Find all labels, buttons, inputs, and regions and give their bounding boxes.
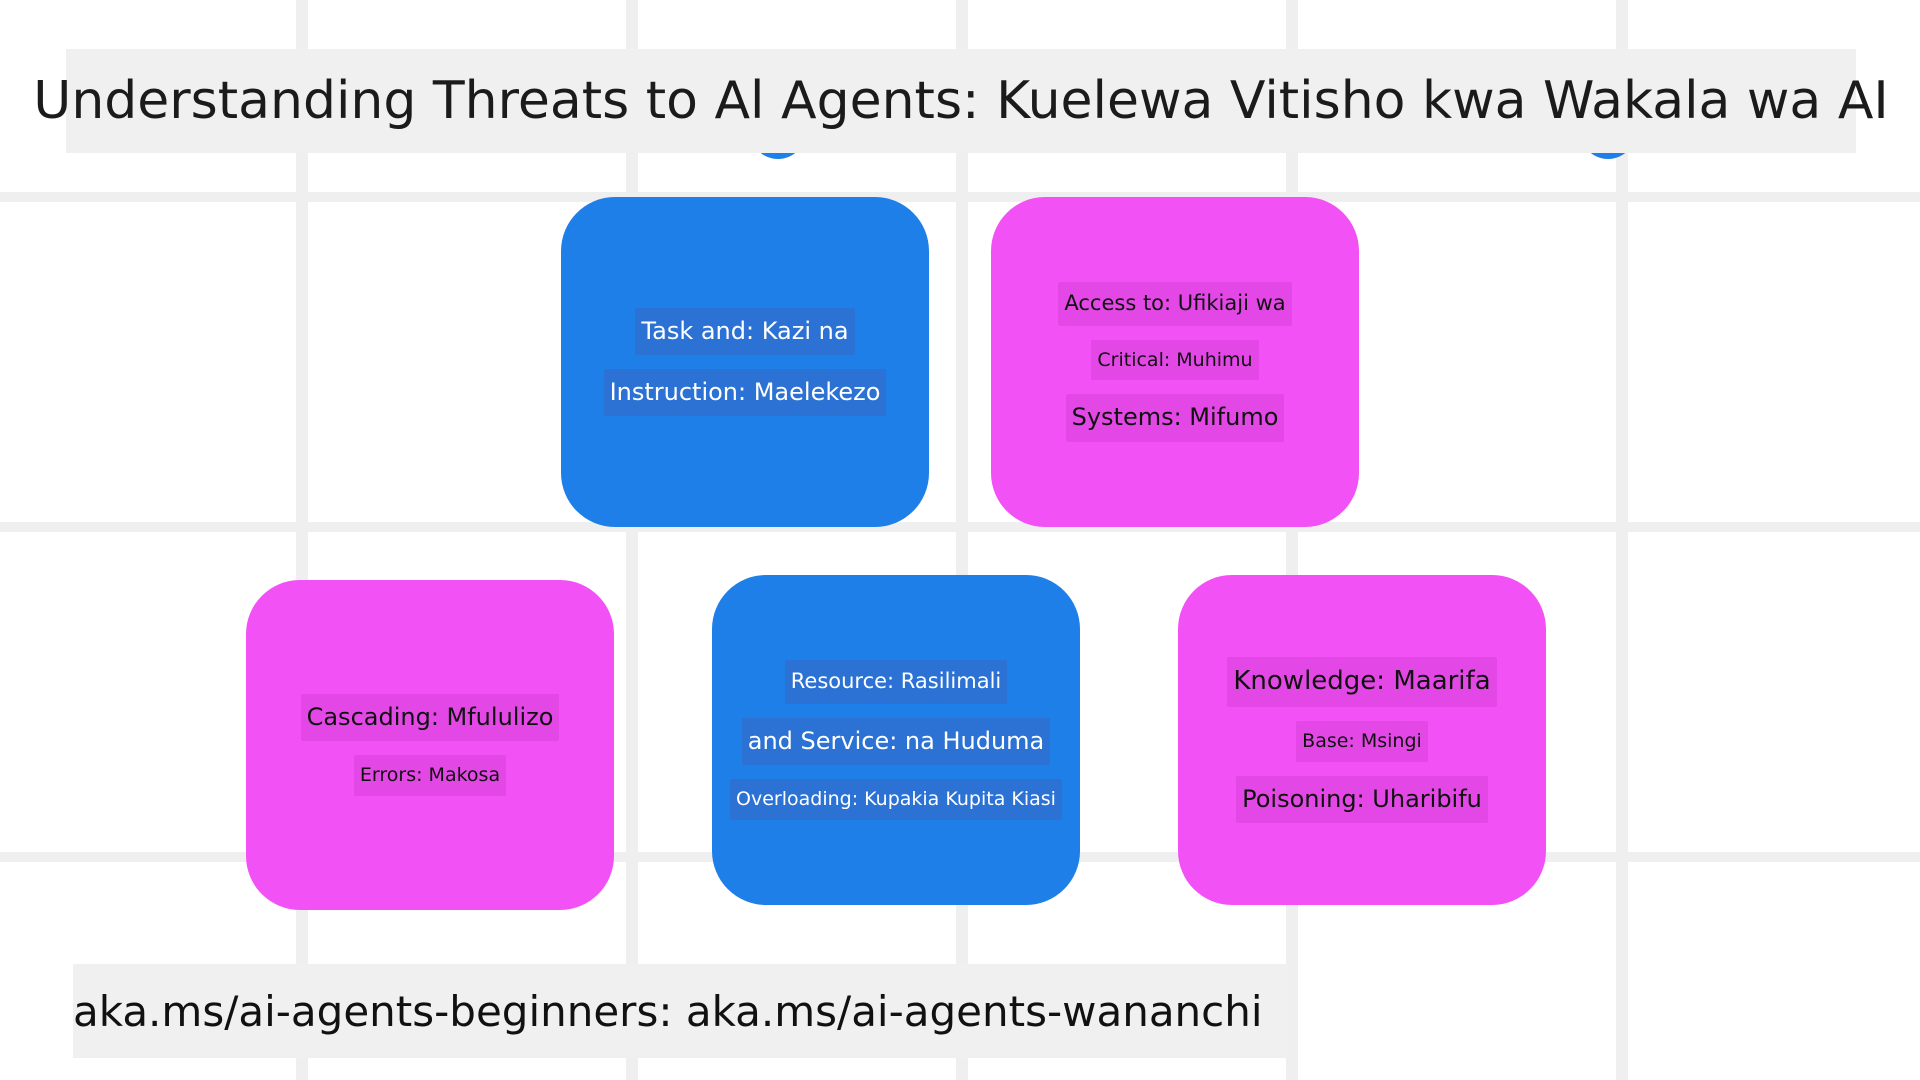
- threat-card-task-and-instruction: Task and: Kazi na Instruction: Maelekezo: [561, 197, 929, 527]
- card-line: Errors: Makosa: [353, 755, 507, 796]
- footer-link-text[interactable]: aka.ms/ai-agents-beginners: aka.ms/ai-ag…: [73, 986, 1263, 1036]
- threat-card-resource-and-service-overloading: Resource: Rasilimali and Service: na Hud…: [712, 575, 1080, 905]
- grid-line-vertical: [296, 0, 308, 1080]
- card-line: Task and: Kazi na: [635, 307, 855, 355]
- card-line: Base: Msingi: [1296, 720, 1428, 762]
- threat-card-cascading-errors: Cascading: Mfululizo Errors: Makosa: [246, 580, 614, 910]
- grid-line-vertical: [1616, 0, 1628, 1080]
- diagram-title: Understanding Threats to Al Agents: Kuel…: [33, 49, 1889, 153]
- card-line: Instruction: Maelekezo: [603, 369, 887, 417]
- threat-card-access-to-critical-systems: Access to: Ufikiaji wa Critical: Muhimu …: [991, 197, 1359, 527]
- card-line: Critical: Muhimu: [1091, 339, 1259, 381]
- card-line: Resource: Rasilimali: [784, 660, 1008, 704]
- threat-card-knowledge-base-poisoning: Knowledge: Maarifa Base: Msingi Poisonin…: [1178, 575, 1546, 905]
- card-line: Poisoning: Uharibifu: [1236, 775, 1488, 823]
- grid-line-vertical: [956, 0, 968, 1080]
- grid-line-vertical: [1286, 0, 1298, 1080]
- card-line: and Service: na Huduma: [741, 717, 1051, 765]
- card-line: Knowledge: Maarifa: [1227, 657, 1497, 707]
- grid-line-horizontal: [0, 192, 1920, 202]
- diagram-title-text: Understanding Threats to Al Agents: Kuel…: [33, 71, 1889, 131]
- card-line: Access to: Ufikiaji wa: [1058, 282, 1292, 326]
- card-line: Cascading: Mfululizo: [300, 694, 560, 742]
- footer-link-band: aka.ms/ai-agents-beginners: aka.ms/ai-ag…: [73, 964, 1289, 1058]
- grid-line-vertical: [626, 0, 638, 1080]
- card-line: Overloading: Kupakia Kupita Kiasi: [730, 778, 1062, 820]
- card-line: Systems: Mifumo: [1065, 394, 1285, 442]
- grid-line-horizontal: [0, 522, 1920, 532]
